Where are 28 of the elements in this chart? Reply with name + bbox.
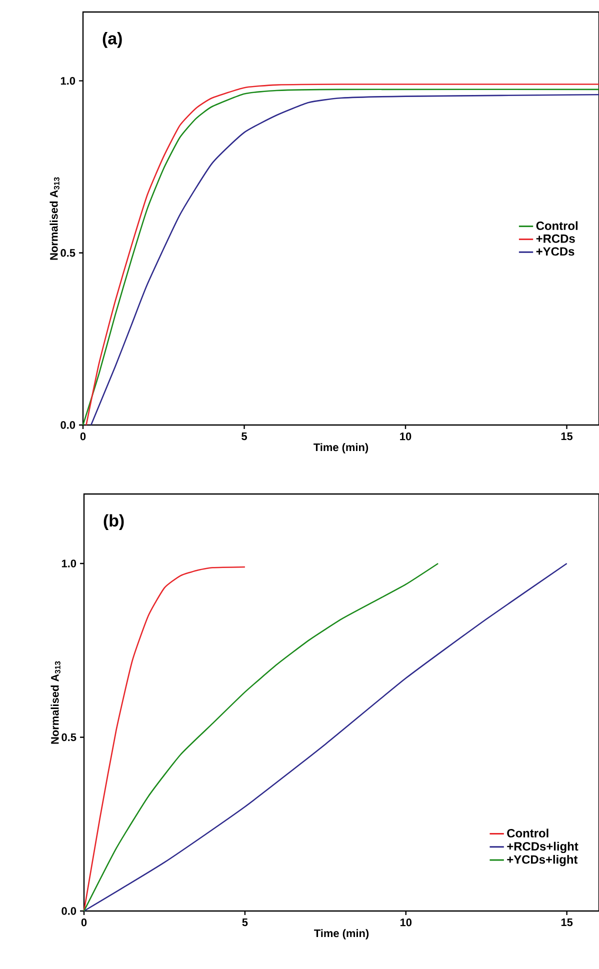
y-tick-label: 0.0 (60, 421, 76, 429)
y-tick-label: 1.0 (60, 76, 76, 85)
x-tick-label: 15 (561, 432, 573, 440)
legend-label: +YCDs+light (507, 854, 578, 866)
x-tick-label: 10 (400, 432, 412, 440)
y-tick-label: 0.5 (60, 249, 76, 257)
legend-label: Control (507, 828, 548, 838)
x-axis-title: Time (min) (314, 443, 368, 454)
y-tick-label: 0.0 (62, 907, 76, 915)
annotation: (b) (104, 514, 124, 530)
x-tick-label: 10 (400, 918, 412, 926)
legend-label: +YCDs (536, 247, 574, 256)
y-tick-label: 1.0 (62, 560, 76, 568)
y-axis-title: Normalised A$_{313}$ (50, 661, 60, 744)
x-axis-title: Time (min) (314, 929, 369, 940)
x-tick-label: 15 (561, 918, 573, 926)
legend-label: +RCDs (536, 234, 575, 243)
x-tick-label: 0 (81, 918, 87, 926)
legend-label: +RCDs+light (507, 842, 578, 853)
y-axis-title: Normalised A$_{313}$ (50, 177, 60, 260)
annotation: (a) (102, 32, 122, 48)
line-series (83, 562, 439, 912)
y-tick-label: 0.5 (62, 733, 76, 742)
x-tick-label: 5 (242, 918, 248, 926)
x-tick-label: 5 (242, 432, 247, 440)
x-tick-label: 0 (80, 432, 86, 440)
line-series (83, 566, 246, 912)
legend-label: Control (536, 221, 578, 230)
